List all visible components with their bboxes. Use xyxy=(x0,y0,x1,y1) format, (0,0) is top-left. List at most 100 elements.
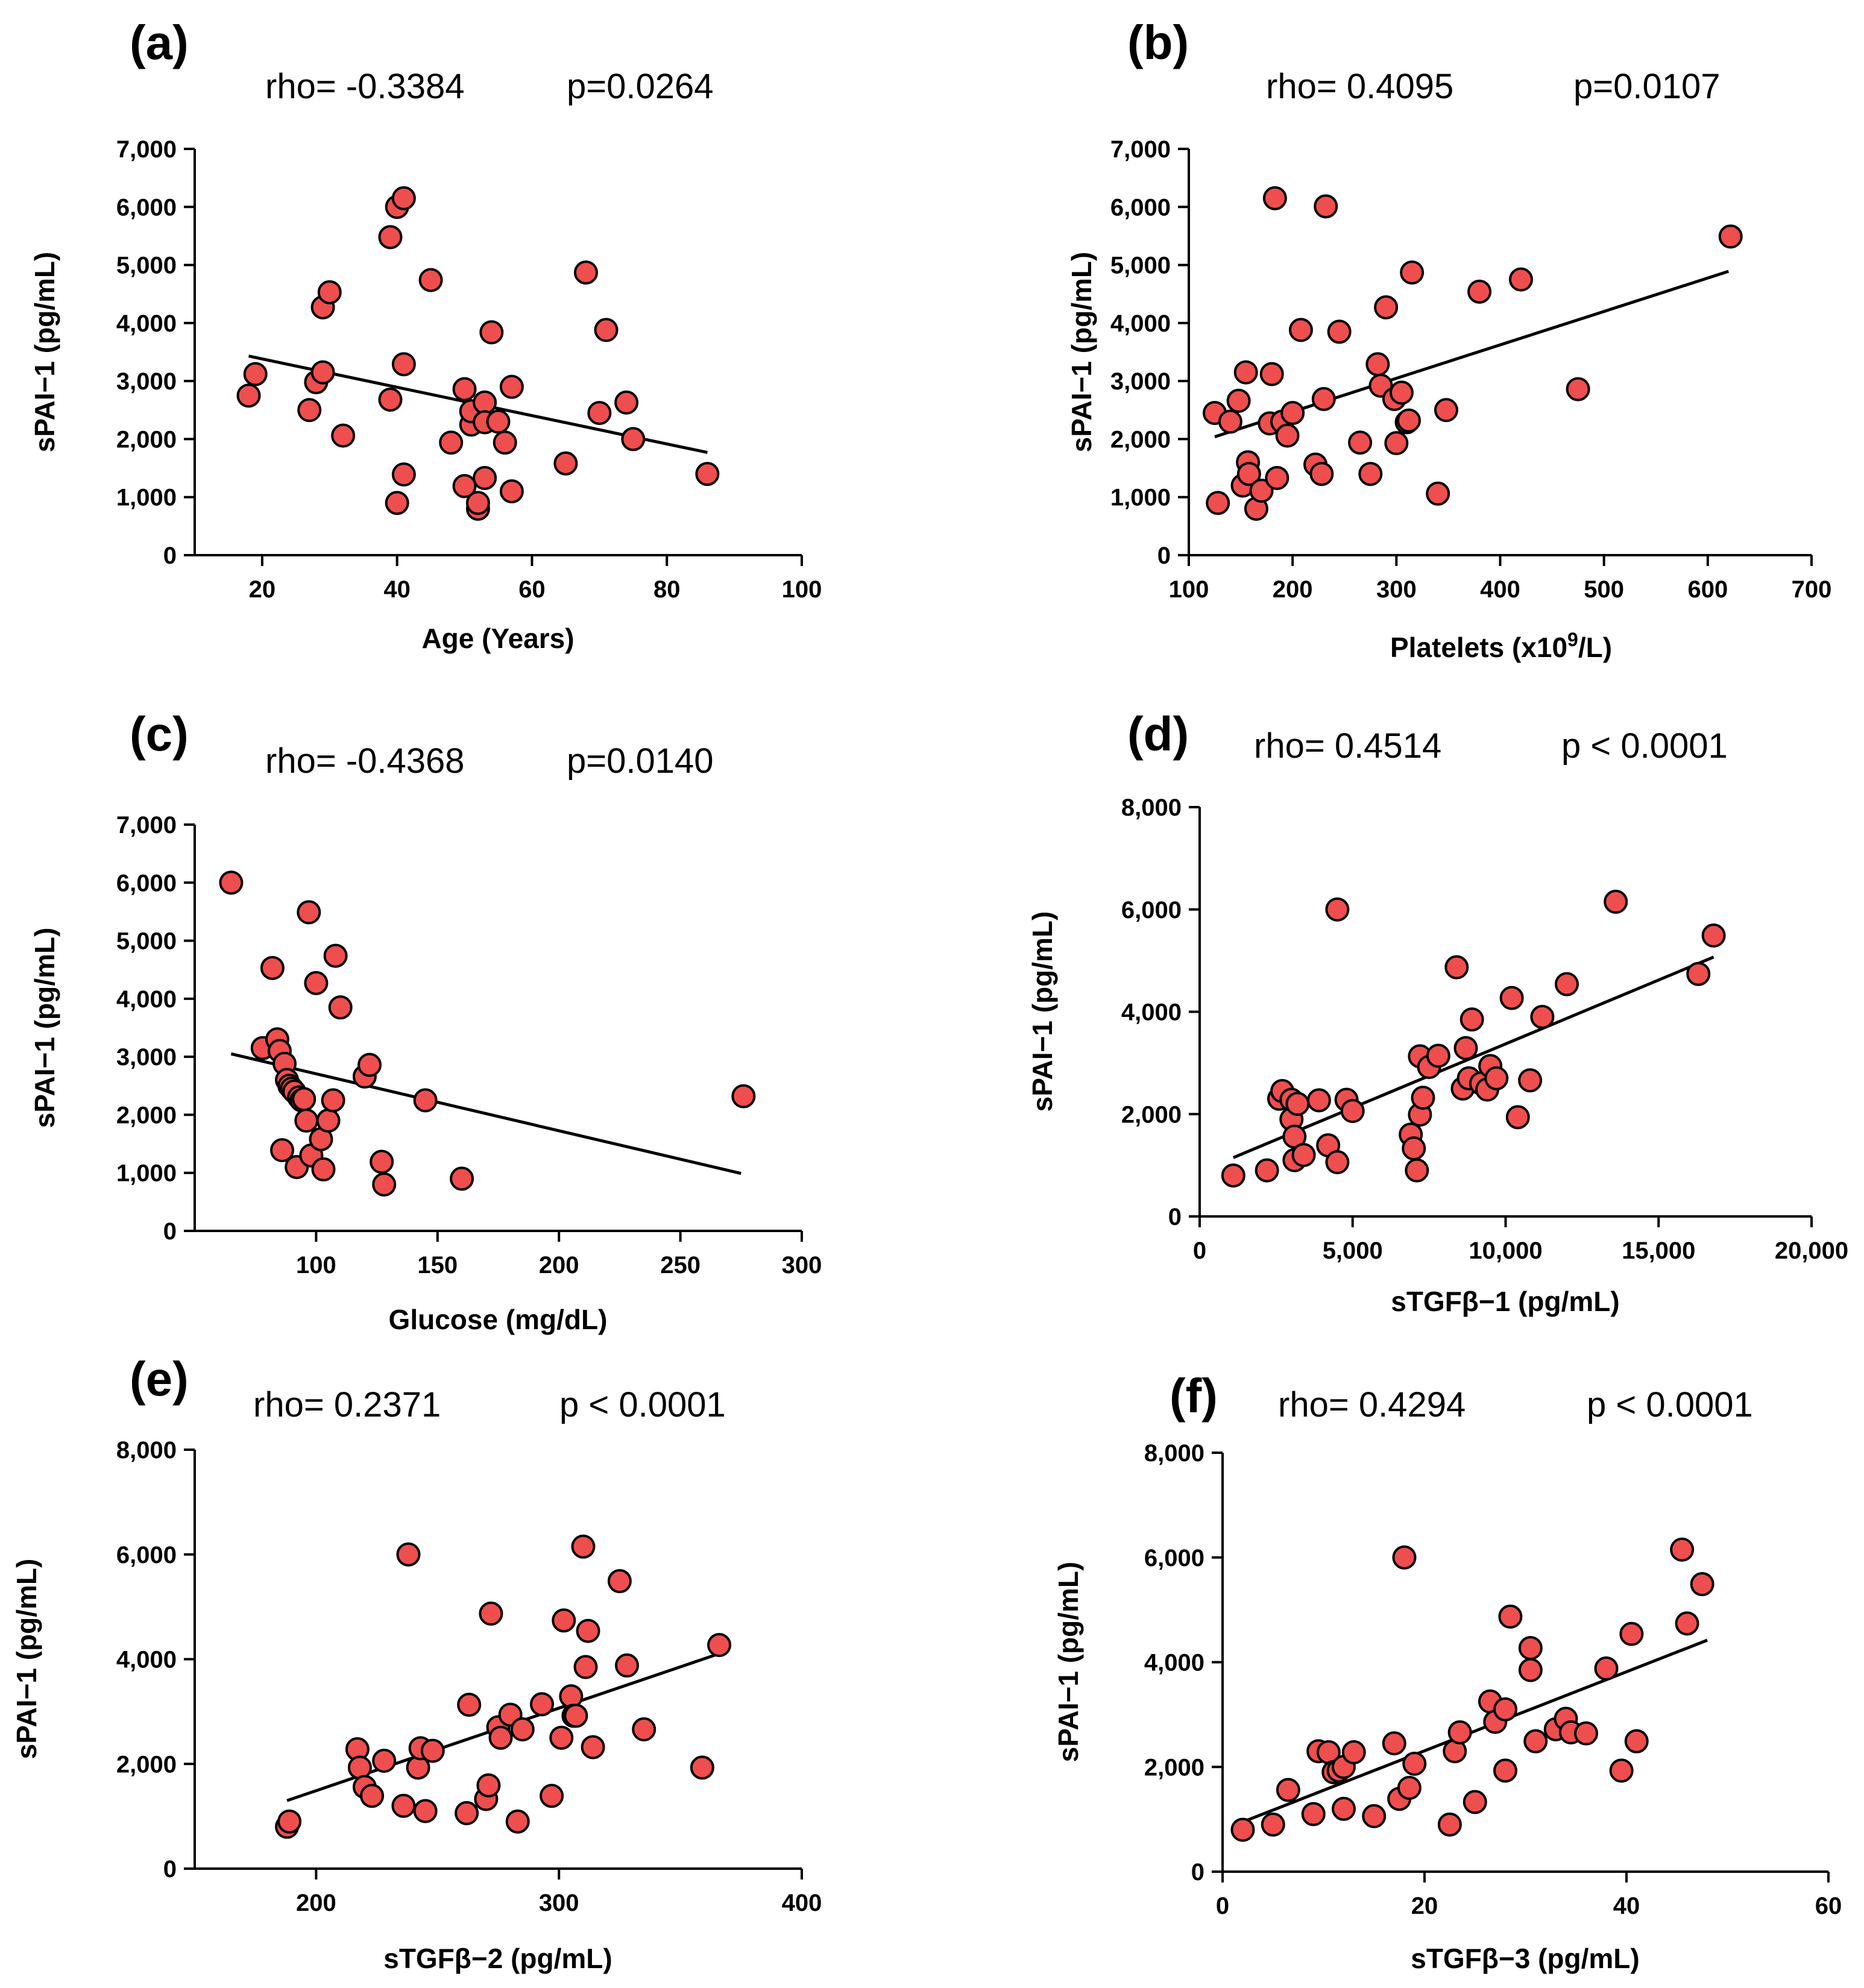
data-point xyxy=(1405,1158,1429,1183)
y-tick-label: 2,000 xyxy=(116,426,177,453)
data-point xyxy=(1518,1068,1543,1093)
data-point xyxy=(1280,401,1305,426)
y-tick-label: 1,000 xyxy=(116,1160,177,1187)
data-point xyxy=(1690,1572,1714,1597)
x-tick-label: 60 xyxy=(518,576,546,603)
x-tick-label: 300 xyxy=(539,1890,579,1916)
data-point xyxy=(1340,1099,1365,1124)
data-point xyxy=(499,479,524,504)
data-point xyxy=(479,1601,503,1626)
rho-value: rho= 0.4095 xyxy=(1266,67,1453,106)
data-point xyxy=(1518,1658,1543,1682)
x-axis-title: Platelets (x109/L) xyxy=(1390,629,1612,663)
data-point xyxy=(452,377,477,401)
y-tick-label: 0 xyxy=(1157,543,1171,569)
data-point xyxy=(1675,1611,1699,1636)
data-point xyxy=(576,1618,600,1643)
data-point xyxy=(391,352,416,377)
data-point xyxy=(1499,986,1524,1010)
x-axis-title: Glucose (mg/dL) xyxy=(389,1304,608,1335)
y-tick-label: 3,000 xyxy=(116,1044,177,1071)
data-point xyxy=(707,1633,732,1658)
data-point xyxy=(297,900,321,925)
y-axis-title: sPAI−1 (pg/mL) xyxy=(1027,911,1058,1112)
data-point xyxy=(304,970,329,995)
data-point xyxy=(413,1088,438,1113)
panel-6: (f) rho= 0.4294 p < 0.0001 0 2,000 4,000 6,000… xyxy=(1053,1369,1842,1974)
y-axis-title: sPAI−1 (pg/mL) xyxy=(1066,252,1097,453)
data-point xyxy=(1453,1036,1478,1060)
x-tick-label: 100 xyxy=(1169,576,1209,603)
x-tick-label: 300 xyxy=(1376,576,1417,603)
data-point xyxy=(1311,386,1336,411)
data-point xyxy=(1523,1729,1548,1754)
data-point xyxy=(420,1738,445,1763)
p-value: p=0.0107 xyxy=(1573,67,1721,106)
data-point xyxy=(311,1157,336,1181)
y-tick-label: 8,000 xyxy=(1144,1440,1204,1467)
y-tick-label: 3,000 xyxy=(116,368,177,395)
data-point xyxy=(465,491,490,515)
data-point xyxy=(1508,267,1533,292)
data-point xyxy=(1236,462,1261,486)
y-tick-label: 5,000 xyxy=(1110,253,1171,279)
data-point xyxy=(1262,186,1287,210)
x-tick-label: 200 xyxy=(296,1890,336,1916)
y-axis-title: sPAI−1 (pg/mL) xyxy=(29,928,60,1128)
data-point xyxy=(378,225,403,250)
data-point xyxy=(452,474,477,499)
data-point xyxy=(385,491,409,515)
y-tick-label: 2,000 xyxy=(1144,1754,1204,1781)
data-point xyxy=(1505,1105,1530,1130)
data-point xyxy=(621,427,646,451)
data-point xyxy=(1365,352,1390,377)
data-point xyxy=(1518,1636,1543,1661)
data-point xyxy=(277,1809,302,1834)
data-point xyxy=(573,1655,598,1679)
data-point xyxy=(553,451,578,476)
data-point xyxy=(260,955,285,980)
data-point xyxy=(378,387,403,412)
x-tick-label: 5,000 xyxy=(1323,1238,1383,1264)
y-tick-label: 4,000 xyxy=(1121,999,1182,1026)
data-point xyxy=(1348,430,1373,455)
data-point xyxy=(323,943,348,968)
data-point xyxy=(372,1172,397,1197)
data-point xyxy=(573,260,598,285)
regression-line xyxy=(1242,1638,1708,1823)
data-point xyxy=(1574,1721,1598,1746)
data-point xyxy=(1259,362,1284,386)
data-point xyxy=(219,870,244,895)
data-point xyxy=(391,1793,416,1818)
data-point xyxy=(1206,491,1230,515)
data-point xyxy=(1411,1086,1435,1110)
data-point xyxy=(1309,462,1334,486)
data-point xyxy=(439,430,464,455)
data-point xyxy=(1467,279,1492,304)
x-tick-label: 60 xyxy=(1815,1893,1842,1919)
y-tick-label: 2,000 xyxy=(1110,426,1171,453)
data-point xyxy=(1325,897,1350,922)
data-point xyxy=(1306,1088,1331,1113)
data-point xyxy=(1276,1778,1300,1802)
p-value: p < 0.0001 xyxy=(1587,1385,1753,1424)
data-point xyxy=(1327,319,1352,344)
data-point xyxy=(571,1534,596,1559)
x-tick-label: 0 xyxy=(1216,1893,1229,1919)
panel-label: (f) xyxy=(1170,1369,1218,1423)
data-point xyxy=(1701,923,1726,948)
data-point xyxy=(549,1725,574,1750)
x-tick-label: 20 xyxy=(249,576,276,603)
data-point xyxy=(1609,1758,1634,1783)
data-point xyxy=(1218,409,1242,434)
data-point xyxy=(360,1784,385,1808)
data-point xyxy=(1670,1537,1695,1562)
data-point xyxy=(1463,1790,1487,1814)
panel-label: (c) xyxy=(130,707,189,761)
data-point xyxy=(1265,465,1289,490)
data-point xyxy=(1396,408,1421,433)
y-tick-label: 6,000 xyxy=(116,194,177,221)
data-point xyxy=(1604,890,1628,914)
data-point xyxy=(1400,260,1425,285)
